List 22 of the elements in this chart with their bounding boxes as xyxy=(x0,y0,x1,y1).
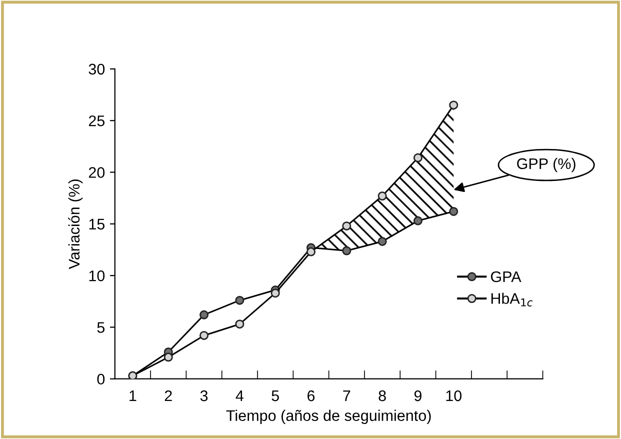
x-tick-label: 6 xyxy=(308,390,315,402)
x-tick-label: 9 xyxy=(414,390,422,402)
x-tick-label: 1 xyxy=(130,390,136,402)
x-tick-label: 5 xyxy=(272,390,279,402)
y-tick-label: 15 xyxy=(89,218,105,230)
y-tick-label: 25 xyxy=(88,115,105,126)
x-tick-label: 7 xyxy=(343,390,350,402)
x-axis-title: Tiempo (años de seguimiento) xyxy=(226,410,431,424)
legend-label: GPA xyxy=(490,271,522,282)
x-tick-label: 10 xyxy=(446,390,462,402)
x-tick-label: 4 xyxy=(236,390,244,402)
y-axis-title: Variación (%) xyxy=(68,180,83,270)
y-tick-label: 30 xyxy=(88,64,105,75)
x-tick-label: 8 xyxy=(378,390,386,402)
y-tick-label: 5 xyxy=(97,322,105,333)
legend-label: HbA$_{1c}$ xyxy=(491,292,533,306)
x-tick-label: 2 xyxy=(164,390,172,402)
annotation: GPP (%) xyxy=(517,158,576,172)
y-tick-label: 20 xyxy=(88,167,105,178)
x-tick-label: 3 xyxy=(200,390,208,402)
y-tick-label: 10 xyxy=(89,270,105,282)
y-tick-label: 0 xyxy=(97,374,105,385)
